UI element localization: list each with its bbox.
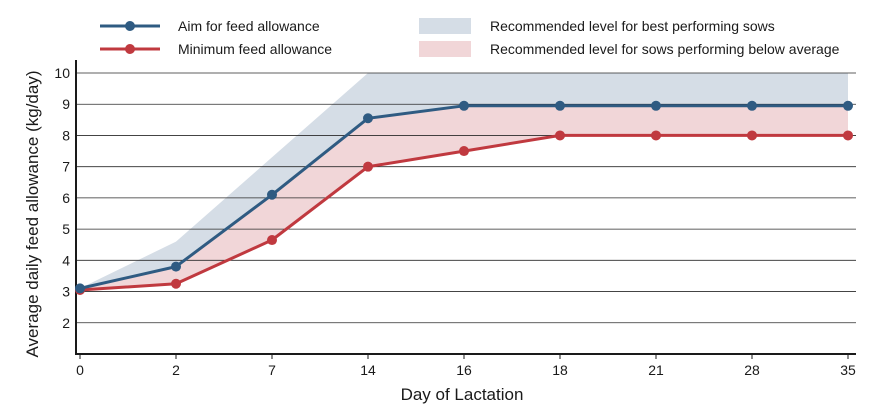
- point-minimum-day-7: [267, 235, 277, 246]
- x-tick-label: 0: [76, 362, 84, 378]
- legend-aim-label: Aim for feed allowance: [178, 18, 320, 34]
- x-tick-label: 14: [360, 362, 376, 378]
- point-aim-day-14: [363, 113, 373, 124]
- point-minimum-day-2: [171, 278, 181, 289]
- point-aim-day-28: [747, 100, 757, 111]
- point-minimum-day-21: [651, 130, 661, 141]
- band-best-performing: [80, 73, 848, 289]
- y-tick-label: 2: [62, 315, 70, 331]
- point-minimum-day-14: [363, 161, 373, 172]
- legend-minimum-marker: [125, 44, 135, 54]
- point-minimum-day-28: [747, 130, 757, 141]
- y-axis-title: Average daily feed allowance (kg/day): [23, 71, 42, 358]
- y-tick-label: 5: [62, 221, 70, 237]
- point-aim-day-18: [555, 100, 565, 111]
- legend-below-band-swatch: [419, 41, 471, 57]
- legend-below-band-label: Recommended level for sows performing be…: [490, 41, 840, 57]
- y-tick-label: 3: [62, 284, 70, 300]
- x-tick-label: 35: [840, 362, 856, 378]
- point-aim-day-21: [651, 100, 661, 111]
- y-tick-label: 4: [62, 252, 70, 268]
- legend-best-band-swatch: [419, 18, 471, 34]
- y-tick-label: 10: [54, 65, 70, 81]
- point-minimum-day-16: [459, 146, 469, 157]
- y-tick-label: 6: [62, 190, 70, 206]
- point-aim-day-2: [171, 261, 181, 272]
- series: [75, 100, 853, 295]
- x-tick-label: 2: [172, 362, 180, 378]
- y-tick-label: 8: [62, 127, 70, 143]
- point-aim-day-7: [267, 189, 277, 200]
- x-tick-label: 28: [744, 362, 760, 378]
- x-tick-label: 21: [648, 362, 664, 378]
- legend-best-band-label: Recommended level for best performing so…: [490, 18, 775, 34]
- point-minimum-day-35: [843, 130, 853, 141]
- point-aim-day-0: [75, 283, 85, 294]
- point-aim-day-35: [843, 100, 853, 111]
- x-tick-label: 16: [456, 362, 472, 378]
- legend: Aim for feed allowance Minimum feed allo…: [100, 18, 840, 57]
- y-tick-label: 7: [62, 159, 70, 175]
- point-aim-day-16: [459, 100, 469, 111]
- x-tick-label: 18: [552, 362, 568, 378]
- y-tick-label: 9: [62, 96, 70, 112]
- x-axis-title: Day of Lactation: [401, 385, 524, 404]
- legend-minimum-label: Minimum feed allowance: [178, 41, 332, 57]
- point-minimum-day-18: [555, 130, 565, 141]
- legend-aim-marker: [125, 21, 135, 31]
- x-tick-label: 7: [268, 362, 276, 378]
- axes: 2 3 4 5 6 7 8 9 10 0 2 7 14 16 18 21 28 35: [54, 60, 856, 378]
